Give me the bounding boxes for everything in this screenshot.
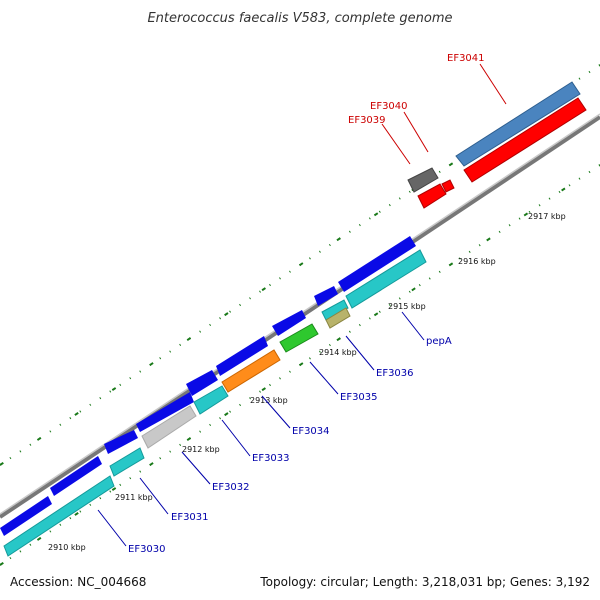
gene-label-EF3040[interactable]: EF3040: [370, 101, 408, 112]
scale-label: 2913 kbp: [250, 396, 288, 405]
reverse-strand-genes: [0, 236, 416, 536]
callout-EF3036: [345, 335, 375, 371]
gene-steelblue-1[interactable]: [455, 81, 581, 167]
gene-cyan-1[interactable]: [3, 475, 115, 557]
gene-label-EF3030[interactable]: EF3030: [128, 544, 166, 555]
scale-label: 2911 kbp: [115, 493, 153, 502]
gene-label-EF3039[interactable]: EF3039: [348, 115, 386, 126]
gene-blue-2[interactable]: [50, 456, 102, 496]
map-title: Enterococcus faecalis V583, complete gen…: [147, 11, 452, 26]
gene-cyan-5[interactable]: [345, 249, 427, 309]
callout-pepA: [401, 311, 425, 341]
gene-label-EF3036[interactable]: EF3036: [376, 368, 414, 379]
callout-EF3031: [139, 477, 169, 515]
callout-EF3034: [261, 395, 291, 429]
topology-text: Topology: circular; Length: 3,218,031 bp…: [259, 575, 590, 589]
outer-major-ticks: [0, 64, 600, 466]
scale-label: 2915 kbp: [388, 302, 426, 311]
callout-lines: [97, 63, 507, 547]
gene-label-EF3041[interactable]: EF3041: [447, 53, 485, 64]
gene-red-2[interactable]: [417, 183, 447, 209]
gene-blue-4[interactable]: [136, 392, 194, 432]
forward-strand-genes: [407, 81, 587, 209]
accession-text: Accession: NC_004668: [10, 575, 146, 589]
gene-blue-3[interactable]: [104, 430, 138, 454]
callout-EF3030: [97, 509, 127, 547]
gene-blue-1[interactable]: [0, 496, 52, 536]
gene-label-EF3031[interactable]: EF3031: [171, 512, 209, 523]
callout-EF3041: [479, 63, 507, 105]
gene-blue-5[interactable]: [186, 370, 218, 396]
gene-label-pepA[interactable]: pepA: [426, 336, 452, 347]
gene-blue-8[interactable]: [314, 286, 338, 306]
callout-EF3033: [221, 419, 251, 457]
scale-label: 2914 kbp: [319, 348, 357, 357]
callout-EF3035: [309, 361, 339, 395]
gene-gray-1[interactable]: [141, 405, 197, 449]
callout-EF3032: [181, 451, 211, 485]
gene-label-EF3033[interactable]: EF3033: [252, 453, 290, 464]
callout-EF3039: [381, 123, 411, 165]
scale-label: 2917 kbp: [528, 212, 566, 221]
gene-red-3[interactable]: [441, 179, 455, 193]
gene-khaki-1[interactable]: [325, 307, 351, 329]
gene-darkgray-1[interactable]: [407, 167, 439, 193]
gene-labels: EF3030 EF3031 EF3032 EF3033 EF3034 EF303…: [128, 53, 485, 555]
inner-major-ticks: [0, 164, 600, 566]
gene-blue-6[interactable]: [216, 336, 268, 376]
scale-label: 2912 kbp: [182, 445, 220, 454]
gene-label-EF3034[interactable]: EF3034: [292, 426, 330, 437]
gene-cyan-3[interactable]: [193, 385, 229, 415]
inner-row-genes: [3, 249, 427, 557]
scale-label: 2916 kbp: [458, 257, 496, 266]
gene-blue-9[interactable]: [338, 236, 416, 292]
gene-blue-7[interactable]: [272, 310, 306, 336]
gene-label-EF3032[interactable]: EF3032: [212, 482, 250, 493]
gene-label-EF3035[interactable]: EF3035: [340, 392, 378, 403]
gene-red-1[interactable]: [463, 97, 587, 183]
callout-EF3040: [403, 111, 429, 153]
gene-green-1[interactable]: [279, 323, 319, 353]
scale-label: 2910 kbp: [48, 543, 86, 552]
gene-orange-1[interactable]: [221, 349, 281, 393]
scale-labels: 2910 kbp 2911 kbp 2912 kbp 2913 kbp 2914…: [48, 212, 566, 552]
gene-cyan-2[interactable]: [109, 447, 145, 477]
gene-cyan-4[interactable]: [321, 299, 349, 321]
